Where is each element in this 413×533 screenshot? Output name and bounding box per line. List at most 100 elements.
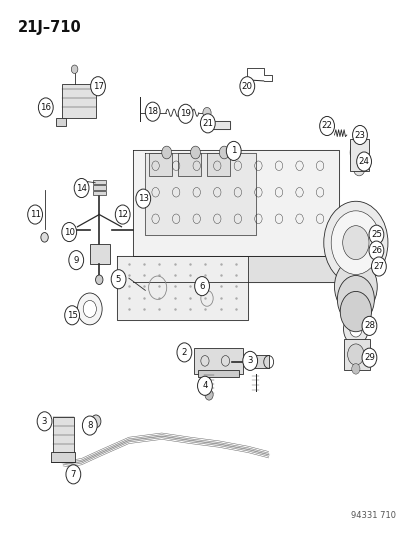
Circle shape [334,259,376,314]
FancyBboxPatch shape [206,152,229,176]
Text: 4: 4 [202,381,207,390]
Circle shape [337,276,373,323]
Circle shape [339,292,370,332]
Circle shape [330,211,380,274]
Circle shape [95,275,103,285]
Text: 7: 7 [71,470,76,479]
FancyBboxPatch shape [62,84,96,118]
Circle shape [37,412,52,431]
Circle shape [82,416,97,435]
Circle shape [176,343,191,362]
Text: 8: 8 [87,421,93,430]
Circle shape [361,348,376,367]
Text: 2: 2 [181,348,187,357]
Circle shape [343,313,367,345]
Circle shape [349,321,361,337]
Text: 21J–710: 21J–710 [18,20,81,35]
Circle shape [83,301,96,317]
FancyBboxPatch shape [197,370,238,377]
Circle shape [219,146,229,159]
Circle shape [41,232,48,242]
FancyBboxPatch shape [55,118,66,126]
FancyBboxPatch shape [51,452,75,462]
Circle shape [342,225,368,260]
Circle shape [77,293,102,325]
Text: 16: 16 [40,103,51,112]
Circle shape [74,179,89,198]
Text: 17: 17 [92,82,103,91]
FancyBboxPatch shape [53,417,74,453]
Circle shape [202,108,211,118]
Text: 3: 3 [247,357,252,366]
Text: 24: 24 [358,157,369,166]
Polygon shape [133,150,338,256]
Circle shape [323,201,387,284]
Circle shape [200,114,215,133]
Text: 28: 28 [363,321,374,330]
Polygon shape [145,152,256,235]
Circle shape [239,77,254,96]
FancyBboxPatch shape [90,244,109,264]
Circle shape [69,251,83,270]
Circle shape [226,141,240,160]
Circle shape [356,152,370,171]
Circle shape [368,225,383,244]
FancyBboxPatch shape [93,185,106,190]
Circle shape [178,104,192,123]
FancyBboxPatch shape [349,139,368,171]
Circle shape [115,205,130,224]
Text: 27: 27 [373,262,383,271]
Circle shape [197,376,212,395]
Text: 22: 22 [321,122,332,131]
Circle shape [111,270,126,289]
Circle shape [349,141,367,164]
Text: 6: 6 [199,281,204,290]
Text: 94331 710: 94331 710 [350,511,395,520]
Polygon shape [133,256,338,282]
Circle shape [145,102,160,121]
Text: 21: 21 [202,119,213,128]
Circle shape [352,125,366,144]
FancyBboxPatch shape [149,152,172,176]
Circle shape [71,65,78,74]
Circle shape [190,146,200,159]
Text: 1: 1 [230,147,236,156]
FancyBboxPatch shape [193,348,242,374]
Text: 14: 14 [76,183,87,192]
FancyBboxPatch shape [93,180,106,184]
Polygon shape [116,256,247,319]
Text: 20: 20 [241,82,252,91]
Circle shape [353,161,364,176]
Circle shape [64,306,79,325]
Circle shape [90,77,105,96]
Circle shape [368,241,383,260]
Circle shape [62,222,76,241]
FancyBboxPatch shape [178,152,200,176]
Text: 15: 15 [66,311,77,320]
Text: 19: 19 [180,109,190,118]
Circle shape [319,116,334,135]
Text: 11: 11 [30,210,40,219]
Text: 13: 13 [138,194,148,203]
Circle shape [351,151,366,170]
Text: 18: 18 [147,107,158,116]
FancyBboxPatch shape [93,191,106,195]
Text: 23: 23 [354,131,365,140]
Circle shape [161,146,171,159]
Circle shape [204,390,213,400]
Circle shape [351,135,366,154]
Text: 3: 3 [42,417,47,426]
Text: 5: 5 [116,274,121,284]
Circle shape [370,257,385,276]
Circle shape [38,98,53,117]
Polygon shape [210,120,229,128]
FancyBboxPatch shape [343,339,369,370]
Text: 10: 10 [64,228,75,237]
Text: 9: 9 [74,256,79,265]
Circle shape [351,364,359,374]
Circle shape [361,317,376,335]
Circle shape [66,465,81,484]
Text: 26: 26 [370,246,381,255]
Text: 29: 29 [363,353,374,362]
Text: 25: 25 [370,230,381,239]
